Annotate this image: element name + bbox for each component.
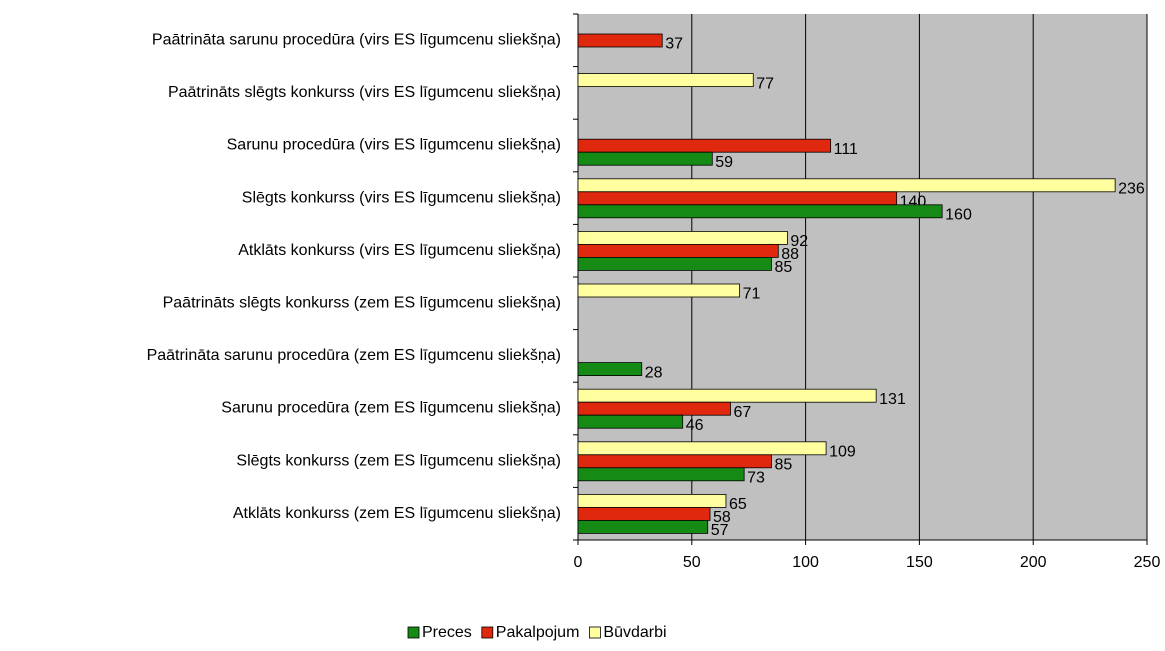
y-tick-label: Paātrināta sarunu procedūra (zem ES līgu…: [147, 347, 561, 364]
bar: [577, 73, 754, 87]
data-label: 88: [781, 246, 799, 263]
bar: [577, 283, 740, 298]
data-label: 236: [1118, 181, 1145, 198]
legend-label: Būvdarbi: [603, 624, 666, 641]
data-label: 92: [790, 233, 808, 250]
x-tick-label: 150: [906, 554, 933, 571]
y-tick-label: Paātrināts slēgts konkurss (zem ES līgum…: [163, 295, 561, 312]
x-tick-label: 200: [1020, 554, 1047, 571]
y-tick-label: Sarunu procedūra (virs ES līgumcenu slie…: [227, 137, 561, 154]
data-label: 77: [756, 75, 774, 92]
legend-swatch: [589, 626, 601, 639]
data-label: 160: [945, 207, 972, 224]
legend-swatch: [481, 626, 494, 639]
y-tick-label: Slēgts konkurss (virs ES līgumcenu sliek…: [242, 189, 561, 206]
bar: [577, 33, 663, 48]
bar: [577, 230, 788, 245]
bar: [577, 138, 832, 153]
data-label: 57: [711, 522, 729, 539]
bar: [577, 506, 711, 521]
y-tick-label: Paātrināts slēgts konkurss (virs ES līgu…: [168, 84, 561, 101]
bar: [577, 204, 943, 219]
data-label: 37: [665, 36, 683, 53]
data-label: 85: [774, 457, 792, 474]
bar: [577, 401, 731, 416]
bar: [577, 520, 709, 534]
bar: [577, 467, 745, 482]
data-label: 58: [713, 509, 731, 526]
bar: [577, 388, 877, 403]
data-label: 67: [733, 404, 751, 421]
y-tick-label: Atklāts konkurss (virs ES līgumcenu slie…: [238, 242, 561, 259]
y-tick-label: Paātrināta sarunu procedūra (virs ES līg…: [152, 32, 561, 49]
y-tick-label: Sarunu procedūra (zem ES līgumcenu sliek…: [221, 400, 561, 417]
y-tick-label: Slēgts konkurss (zem ES līgumcenu sliekš…: [236, 452, 561, 469]
x-tick-label: 0: [574, 554, 583, 571]
data-label: 73: [747, 470, 765, 487]
data-label: 111: [834, 141, 858, 158]
x-tick-label: 100: [792, 554, 819, 571]
x-tick-label: 50: [683, 554, 701, 571]
data-label: 28: [645, 364, 663, 381]
bar: [577, 256, 772, 271]
y-tick-label: Atklāts konkurss (zem ES līgumcenu sliek…: [233, 505, 561, 522]
bar: [577, 243, 779, 258]
bar: [577, 414, 684, 429]
bar: [577, 493, 727, 508]
data-label: 59: [715, 154, 733, 171]
bar: [577, 362, 643, 377]
bar: [577, 191, 898, 206]
data-label: 109: [829, 444, 856, 461]
x-tick-label: 250: [1134, 554, 1161, 571]
data-label: 85: [774, 259, 792, 276]
legend-label: Preces: [422, 624, 472, 641]
bar: [577, 454, 772, 469]
data-label: 65: [729, 496, 747, 513]
bar: [577, 441, 827, 456]
legend-label: Pakalpojum: [496, 624, 580, 641]
data-label: 46: [686, 417, 704, 434]
data-label: 71: [743, 286, 761, 303]
legend-swatch: [407, 626, 420, 639]
bar: [577, 151, 713, 166]
data-label: 131: [879, 391, 906, 408]
bar: [577, 178, 1116, 193]
